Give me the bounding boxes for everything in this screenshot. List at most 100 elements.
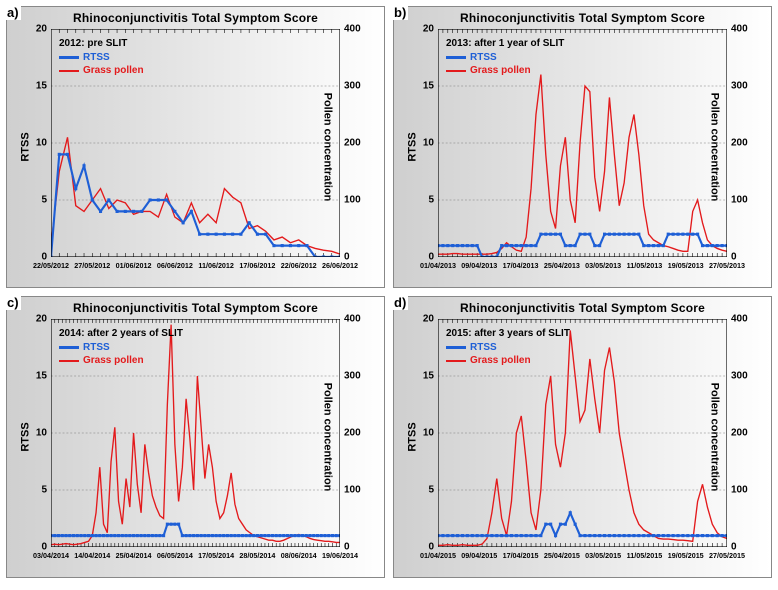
chart-panel: a)Rhinoconjunctivitis Total Symptom Scor… — [6, 6, 385, 288]
pollen-series — [438, 75, 727, 255]
panel-title: Rhinoconjunctivitis Total Symptom Score — [394, 297, 771, 315]
chart-panel: b)Rhinoconjunctivitis Total Symptom Scor… — [393, 6, 772, 288]
ytick-right: 400 — [344, 24, 361, 35]
x-axis-labels: 03/04/201414/04/201425/04/201406/05/2014… — [51, 551, 340, 575]
legend-rtss: RTSS — [83, 341, 110, 355]
ytick-left: 5 — [428, 485, 434, 496]
xtick-label: 03/04/2014 — [33, 551, 69, 560]
legend: 2013: after 1 year of SLITRTSSGrass poll… — [444, 35, 566, 80]
legend: 2012: pre SLITRTSSGrass pollen — [57, 35, 146, 80]
xtick-label: 27/05/2013 — [709, 261, 745, 270]
ytick-right: 200 — [344, 138, 361, 149]
x-axis-labels: 01/04/201309/04/201317/04/201325/04/2013… — [438, 261, 727, 285]
plot-area: 0510152001002003004002012: pre SLITRTSSG… — [51, 29, 340, 257]
legend-pollen: Grass pollen — [83, 354, 144, 368]
ytick-left: 5 — [41, 485, 47, 496]
xtick-label: 08/06/2014 — [281, 551, 317, 560]
ytick-right: 300 — [731, 81, 748, 92]
chart-panel: c)Rhinoconjunctivitis Total Symptom Scor… — [6, 296, 385, 578]
xtick-label: 01/04/2013 — [420, 261, 456, 270]
rtss-series — [51, 154, 340, 257]
panel-letter: c) — [5, 295, 21, 310]
ytick-left: 20 — [36, 314, 47, 325]
ytick-right: 100 — [731, 195, 748, 206]
xtick-label: 19/05/2013 — [668, 261, 704, 270]
xtick-label: 22/05/2012 — [33, 261, 69, 270]
xtick-label: 25/04/2014 — [116, 551, 152, 560]
ytick-right: 400 — [731, 314, 748, 325]
ytick-right: 100 — [731, 485, 748, 496]
ytick-right: 200 — [731, 138, 748, 149]
ytick-left: 20 — [36, 24, 47, 35]
panel-letter: a) — [5, 5, 21, 20]
ytick-right: 300 — [731, 371, 748, 382]
y-axis-left-label: RTSS — [407, 132, 419, 161]
xtick-label: 17/06/2012 — [239, 261, 275, 270]
plot-area: 0510152001002003004002015: after 3 years… — [438, 319, 727, 547]
plot-area: 0510152001002003004002013: after 1 year … — [438, 29, 727, 257]
xtick-label: 19/06/2014 — [322, 551, 358, 560]
ytick-left: 10 — [36, 428, 47, 439]
xtick-label: 09/04/2013 — [461, 261, 497, 270]
ytick-left: 10 — [423, 138, 434, 149]
panel-title: Rhinoconjunctivitis Total Symptom Score — [394, 7, 771, 25]
panel-letter: b) — [392, 5, 408, 20]
rtss-series — [438, 513, 727, 536]
ytick-right: 200 — [731, 428, 748, 439]
xtick-label: 03/05/2015 — [585, 551, 621, 560]
xtick-label: 06/06/2012 — [157, 261, 193, 270]
chart-panel: d)Rhinoconjunctivitis Total Symptom Scor… — [393, 296, 772, 578]
xtick-label: 19/05/2015 — [668, 551, 704, 560]
xtick-label: 01/04/2015 — [420, 551, 456, 560]
xtick-label: 26/06/2012 — [322, 261, 358, 270]
xtick-label: 11/05/2015 — [627, 551, 663, 560]
legend-pollen: Grass pollen — [83, 64, 144, 78]
legend-rtss: RTSS — [83, 51, 110, 65]
xtick-label: 17/05/2014 — [198, 551, 234, 560]
xtick-label: 25/04/2015 — [544, 551, 580, 560]
plot-area: 0510152001002003004002014: after 2 years… — [51, 319, 340, 547]
ytick-left: 20 — [423, 24, 434, 35]
ytick-left: 10 — [423, 428, 434, 439]
legend-rtss: RTSS — [470, 341, 497, 355]
xtick-label: 06/05/2014 — [157, 551, 193, 560]
ytick-left: 20 — [423, 314, 434, 325]
xtick-label: 22/06/2012 — [281, 261, 317, 270]
xtick-label: 11/06/2012 — [198, 261, 234, 270]
ytick-left: 15 — [423, 371, 434, 382]
ytick-left: 15 — [423, 81, 434, 92]
ytick-right: 400 — [344, 314, 361, 325]
pollen-series — [51, 137, 340, 254]
xtick-label: 09/04/2015 — [461, 551, 497, 560]
xtick-label: 17/04/2015 — [503, 551, 539, 560]
legend: 2014: after 2 years of SLITRTSSGrass pol… — [57, 325, 185, 370]
xtick-label: 01/06/2012 — [116, 261, 152, 270]
y-axis-left-label: RTSS — [20, 132, 32, 161]
panel-title: Rhinoconjunctivitis Total Symptom Score — [7, 7, 384, 25]
x-axis-labels: 01/04/201509/04/201517/04/201525/04/2015… — [438, 551, 727, 575]
ytick-right: 100 — [344, 485, 361, 496]
xtick-label: 27/05/2012 — [74, 261, 110, 270]
xtick-label: 11/05/2013 — [627, 261, 663, 270]
ytick-right: 200 — [344, 428, 361, 439]
ytick-right: 400 — [731, 24, 748, 35]
xtick-label: 03/05/2013 — [585, 261, 621, 270]
x-axis-labels: 22/05/201227/05/201201/06/201206/06/2012… — [51, 261, 340, 285]
panel-title: Rhinoconjunctivitis Total Symptom Score — [7, 297, 384, 315]
legend-subtitle: 2012: pre SLIT — [59, 37, 144, 51]
ytick-left: 15 — [36, 371, 47, 382]
xtick-label: 25/04/2013 — [544, 261, 580, 270]
ytick-left: 5 — [41, 195, 47, 206]
ytick-right: 300 — [344, 81, 361, 92]
y-axis-left-label: RTSS — [407, 422, 419, 451]
panel-letter: d) — [392, 295, 408, 310]
xtick-label: 14/04/2014 — [74, 551, 110, 560]
y-axis-left-label: RTSS — [20, 422, 32, 451]
rtss-series — [438, 234, 727, 257]
ytick-left: 5 — [428, 195, 434, 206]
xtick-label: 27/05/2015 — [709, 551, 745, 560]
legend-subtitle: 2015: after 3 years of SLIT — [446, 327, 570, 341]
ytick-right: 100 — [344, 195, 361, 206]
legend-subtitle: 2014: after 2 years of SLIT — [59, 327, 183, 341]
chart-grid: a)Rhinoconjunctivitis Total Symptom Scor… — [6, 6, 772, 578]
